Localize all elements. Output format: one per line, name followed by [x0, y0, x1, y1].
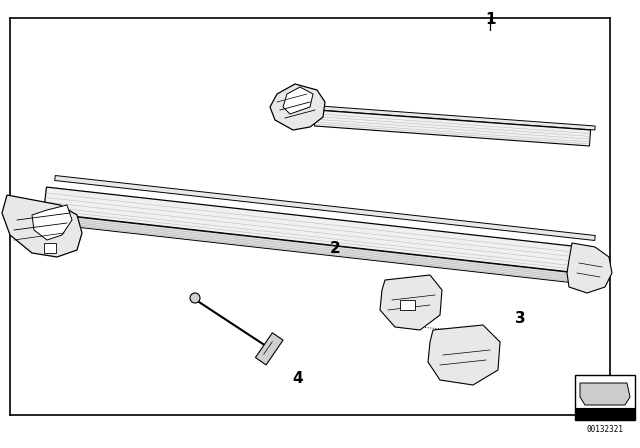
- Polygon shape: [32, 205, 72, 240]
- Bar: [575, 408, 635, 420]
- Text: 00132321: 00132321: [586, 425, 623, 434]
- Polygon shape: [567, 243, 612, 293]
- Bar: [44, 243, 56, 253]
- Polygon shape: [314, 110, 591, 146]
- Polygon shape: [255, 333, 283, 365]
- Polygon shape: [380, 275, 442, 330]
- Polygon shape: [40, 213, 575, 283]
- Polygon shape: [2, 195, 82, 257]
- Polygon shape: [283, 87, 313, 114]
- Text: 3: 3: [515, 310, 525, 326]
- Text: 2: 2: [330, 241, 340, 255]
- Text: 4: 4: [292, 370, 303, 385]
- Polygon shape: [320, 106, 595, 130]
- Polygon shape: [270, 84, 325, 130]
- Text: 1: 1: [486, 12, 496, 27]
- Polygon shape: [428, 325, 500, 385]
- Circle shape: [190, 293, 200, 303]
- Polygon shape: [55, 176, 595, 241]
- Bar: [575, 375, 635, 420]
- Bar: [400, 300, 415, 310]
- Polygon shape: [44, 187, 582, 273]
- Polygon shape: [580, 383, 630, 405]
